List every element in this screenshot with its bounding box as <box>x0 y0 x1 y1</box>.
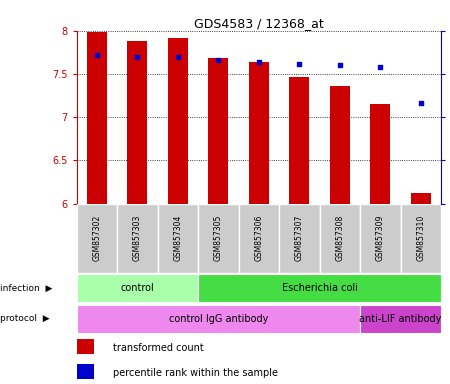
Text: GSM857304: GSM857304 <box>173 215 182 261</box>
Bar <box>249 62 269 204</box>
Bar <box>76 305 360 333</box>
Point <box>134 53 141 60</box>
Text: GSM857305: GSM857305 <box>214 215 223 261</box>
Point <box>215 57 222 63</box>
Bar <box>127 41 148 204</box>
Bar <box>198 274 441 302</box>
Bar <box>158 204 198 273</box>
Point <box>174 53 181 60</box>
Bar <box>360 204 400 273</box>
Bar <box>76 274 198 302</box>
Bar <box>411 193 431 204</box>
Point <box>417 100 424 106</box>
Text: anti-LIF antibody: anti-LIF antibody <box>359 314 442 324</box>
Text: GSM857306: GSM857306 <box>254 215 263 261</box>
Bar <box>76 339 94 354</box>
Text: infection  ▶: infection ▶ <box>0 283 52 293</box>
Point <box>255 59 262 65</box>
Bar <box>360 305 441 333</box>
Point <box>377 64 384 70</box>
Bar <box>86 32 107 204</box>
Point <box>296 61 303 67</box>
Point <box>93 52 100 58</box>
Bar <box>76 204 117 273</box>
Bar <box>370 104 391 204</box>
Bar <box>320 204 360 273</box>
Text: GSM857310: GSM857310 <box>416 215 425 261</box>
Text: Escherichia coli: Escherichia coli <box>282 283 357 293</box>
Text: GSM857303: GSM857303 <box>133 215 142 261</box>
Text: protocol  ▶: protocol ▶ <box>0 314 50 323</box>
Bar <box>279 204 320 273</box>
Bar <box>329 86 350 204</box>
Bar <box>198 204 238 273</box>
Text: control: control <box>121 283 154 293</box>
Text: GSM857308: GSM857308 <box>335 215 344 261</box>
Text: transformed count: transformed count <box>113 343 204 353</box>
Bar <box>117 204 158 273</box>
Title: GDS4583 / 12368_at: GDS4583 / 12368_at <box>194 17 324 30</box>
Bar <box>400 204 441 273</box>
Point <box>336 62 343 68</box>
Text: GSM857309: GSM857309 <box>376 215 385 261</box>
Bar <box>208 58 228 204</box>
Text: GSM857307: GSM857307 <box>295 215 304 261</box>
Bar <box>76 364 94 379</box>
Bar <box>238 204 279 273</box>
Bar <box>167 38 188 204</box>
Text: control IgG antibody: control IgG antibody <box>169 314 268 324</box>
Text: percentile rank within the sample: percentile rank within the sample <box>113 368 278 378</box>
Text: GSM857302: GSM857302 <box>92 215 101 261</box>
Bar <box>289 76 310 204</box>
